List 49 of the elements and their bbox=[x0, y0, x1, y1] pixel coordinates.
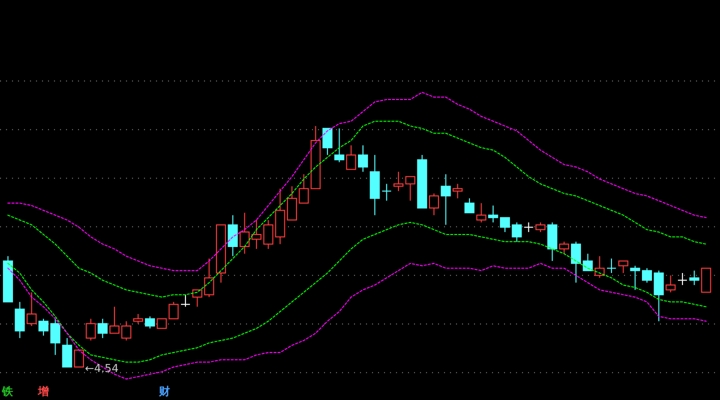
candlestick bbox=[240, 212, 250, 254]
candlestick bbox=[346, 144, 356, 170]
candlestick bbox=[334, 128, 344, 163]
candlestick bbox=[286, 186, 297, 220]
candlestick bbox=[251, 220, 262, 250]
text: 增 bbox=[37, 385, 49, 398]
text: 铁 bbox=[1, 385, 14, 398]
candlestick bbox=[500, 217, 510, 233]
candlestick bbox=[228, 214, 238, 257]
candlestick bbox=[464, 198, 474, 214]
candlestick bbox=[524, 222, 534, 233]
candlestick bbox=[606, 258, 616, 274]
candlestick bbox=[322, 128, 332, 156]
candlestick bbox=[452, 183, 463, 199]
candlestick bbox=[428, 192, 439, 216]
candlestick bbox=[109, 306, 120, 334]
candlestick bbox=[476, 202, 486, 223]
candlestick bbox=[393, 171, 404, 192]
candlestick bbox=[582, 253, 593, 272]
candlestick bbox=[535, 222, 546, 233]
candlestick bbox=[689, 270, 700, 286]
candlestick bbox=[86, 318, 96, 341]
candlestick bbox=[26, 292, 37, 327]
candlestick bbox=[74, 350, 84, 368]
candlestick bbox=[666, 274, 676, 293]
candlestick bbox=[677, 272, 688, 286]
candlestick bbox=[50, 318, 60, 356]
candlestick bbox=[488, 205, 498, 223]
candlestick bbox=[358, 144, 368, 172]
text: 财 bbox=[158, 385, 170, 398]
candlestick bbox=[654, 270, 664, 322]
candlestick bbox=[38, 318, 48, 336]
candlestick bbox=[98, 318, 108, 339]
candlestick bbox=[121, 320, 132, 341]
candlestick bbox=[642, 268, 652, 284]
candlestick bbox=[133, 313, 144, 324]
candlestick bbox=[440, 174, 451, 226]
candlestick bbox=[630, 265, 640, 290]
candlestick bbox=[144, 316, 155, 329]
candlestick bbox=[14, 301, 25, 339]
candlestick bbox=[559, 241, 570, 254]
candlestick bbox=[594, 256, 605, 278]
candlestick bbox=[62, 338, 72, 368]
candlestick bbox=[570, 241, 581, 284]
candlestick bbox=[180, 294, 190, 308]
candlestick bbox=[405, 176, 416, 202]
candlestick bbox=[382, 183, 392, 202]
candlestick bbox=[512, 222, 522, 242]
candlestick bbox=[618, 260, 628, 274]
